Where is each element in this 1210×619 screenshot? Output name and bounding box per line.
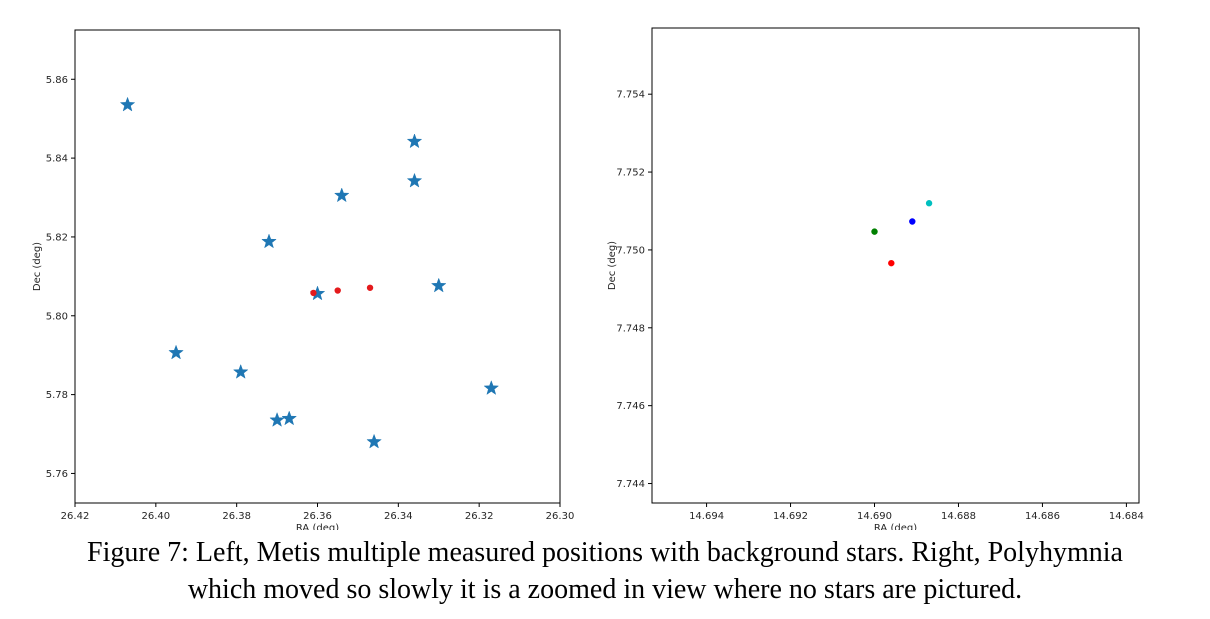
x-tick-label: 26.32 — [465, 511, 494, 522]
y-tick-label: 5.86 — [46, 75, 68, 86]
figure-caption-line-1: Figure 7: Left, Metis multiple measured … — [87, 537, 1123, 568]
x-tick-label: 14.694 — [689, 511, 724, 522]
y-tick-label: 7.744 — [616, 479, 645, 490]
background-star-point — [168, 344, 184, 360]
background-star-point — [483, 380, 500, 395]
background-star-point — [406, 172, 423, 188]
background-star-point — [281, 410, 298, 426]
background-star-point — [430, 277, 447, 293]
left-chart-metis: 26.42 26.40 26.38 26.36 26.34 26.32 26.30 5.76 5… — [32, 29, 575, 530]
measured-position-point — [310, 289, 317, 297]
x-tick-label: 14.684 — [1109, 511, 1144, 522]
x-tick-label: 26.40 — [142, 511, 171, 522]
x-tick-label: 26.34 — [384, 511, 413, 522]
measured-position-point — [366, 284, 374, 291]
x-tick-label: 14.686 — [1025, 511, 1060, 522]
y-tick-label: 5.82 — [46, 232, 68, 243]
background-star-point — [333, 187, 350, 203]
y-tick-label: 5.78 — [46, 390, 68, 401]
y-tick-label: 7.752 — [616, 168, 645, 179]
y-axis-label: Dec (deg) — [32, 242, 43, 291]
y-tick-label: 5.80 — [46, 311, 68, 322]
plot-frame — [74, 29, 561, 504]
x-tick-label: 26.30 — [546, 511, 575, 522]
background-star-point — [119, 96, 136, 112]
right-chart-polyhymnia: 14.694 14.692 14.690 14.688 14.686 14.684 7.74… — [607, 27, 1144, 530]
figure-canvas: 26.42 26.40 26.38 26.36 26.34 26.32 26.30 5.76 5… — [32, 27, 1144, 530]
y-tick-label: 7.748 — [616, 323, 645, 334]
x-tick-label: 26.38 — [222, 511, 251, 522]
background-star-point — [406, 133, 423, 149]
measured-position-point — [871, 228, 878, 235]
x-tick-label: 14.688 — [941, 511, 976, 522]
measured-position-point — [334, 287, 341, 294]
y-tick-label: 7.750 — [616, 245, 645, 256]
y-tick-label: 5.76 — [46, 469, 68, 480]
background-star-point — [269, 411, 285, 427]
x-tick-label: 26.42 — [61, 511, 90, 522]
background-star-point — [232, 363, 249, 379]
background-star-point — [261, 233, 277, 249]
x-tick-label: 26.36 — [303, 511, 332, 522]
x-axis-label: RA (deg) — [874, 523, 917, 530]
measured-position-point — [888, 259, 895, 267]
x-tick-label: 14.690 — [857, 511, 892, 522]
y-tick-label: 7.746 — [616, 401, 645, 412]
y-tick-label: 5.84 — [46, 154, 68, 165]
x-axis-label: RA (deg) — [296, 523, 339, 530]
x-tick-label: 14.692 — [773, 511, 808, 522]
measured-position-point — [925, 200, 933, 207]
figure-caption-line-2: which moved so slowly it is a zoomed in … — [187, 574, 1023, 605]
plot-frame — [651, 27, 1140, 504]
y-axis-label: Dec (deg) — [607, 241, 618, 290]
y-tick-label: 7.754 — [616, 90, 645, 101]
measured-position-point — [909, 218, 916, 225]
background-star-point — [366, 433, 382, 449]
